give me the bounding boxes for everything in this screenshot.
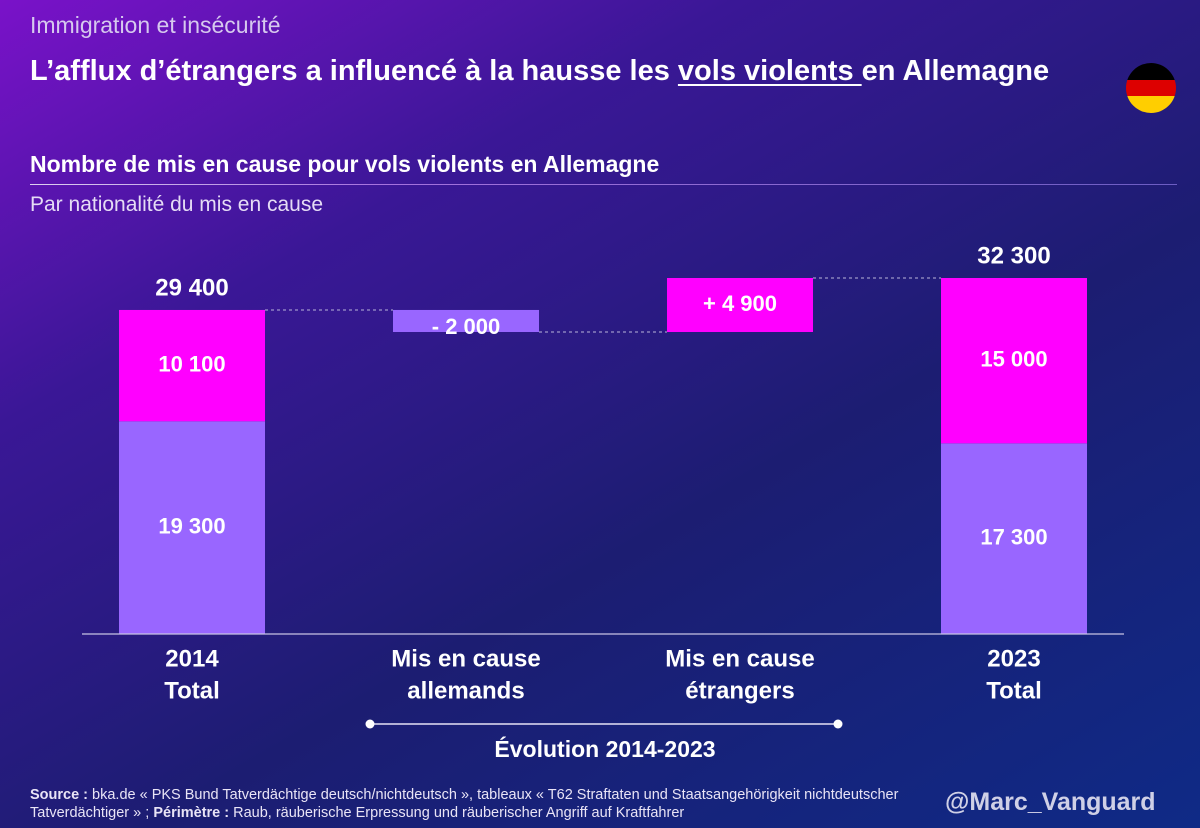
scope-text: Raub, räuberische Erpressung und räuberi… [229, 805, 685, 821]
bar-segment-german [941, 443, 1087, 634]
data-label-delta: - 2 000 [432, 314, 501, 339]
data-label-foreign: 10 100 [158, 351, 225, 376]
bar-delta-german [393, 309, 539, 333]
scope-label: Périmètre : [153, 805, 230, 821]
category-label-line2: allemands [407, 677, 524, 704]
bar-segment-german [119, 421, 265, 634]
category-label-line2: étrangers [685, 677, 794, 704]
evolution-bracket-end-dot [833, 719, 843, 729]
total-label: 32 300 [977, 242, 1050, 269]
data-label-german: 19 300 [158, 513, 225, 538]
flag-stripe-gold [1126, 96, 1176, 113]
bar-segment-foreign [941, 278, 1087, 444]
evolution-label: Évolution 2014-2023 [494, 736, 716, 762]
author-signature: @Marc_Vanguard [945, 788, 1156, 816]
title-divider [30, 184, 1177, 185]
headline-part-2: en Allemagne [861, 55, 1050, 87]
data-label-german: 17 300 [980, 524, 1047, 549]
total-label: 29 400 [155, 274, 228, 301]
headline-emphasis: vols violents [677, 55, 862, 87]
bar-delta-foreign [667, 278, 813, 333]
headline: L’afflux d’étrangers a influencé à la ha… [30, 54, 1070, 89]
bar-segment-foreign [119, 309, 265, 422]
flag-stripe-red [1126, 79, 1176, 97]
category-label-line1: 2014 [165, 645, 219, 672]
category-label-line1: Mis en cause [391, 645, 540, 672]
data-label-foreign: 15 000 [980, 346, 1047, 371]
evolution-bracket-start-dot [365, 719, 375, 729]
source-text: bka.de « PKS Bund Tatverdächtige deutsch… [30, 787, 899, 821]
chart-subtitle: Par nationalité du mis en cause [30, 193, 324, 216]
flag-stripe-black [1126, 63, 1176, 80]
category-label-line2: Total [986, 677, 1042, 704]
germany-flag-icon [1126, 63, 1176, 113]
category-label-line1: Mis en cause [665, 645, 814, 672]
source-label: Source : [30, 787, 89, 803]
data-label-delta: + 4 900 [703, 291, 777, 316]
chart-title: Nombre de mis en cause pour vols violent… [30, 151, 660, 177]
category-label-line1: 2023 [987, 645, 1040, 672]
category-label-line2: Total [164, 677, 220, 704]
source-note: Source : bka.de « PKS Bund Tatverdächtig… [30, 786, 930, 822]
headline-part-1: L’afflux d’étrangers a influencé à la ha… [30, 55, 678, 87]
category-label: Immigration et insécurité [30, 12, 281, 38]
